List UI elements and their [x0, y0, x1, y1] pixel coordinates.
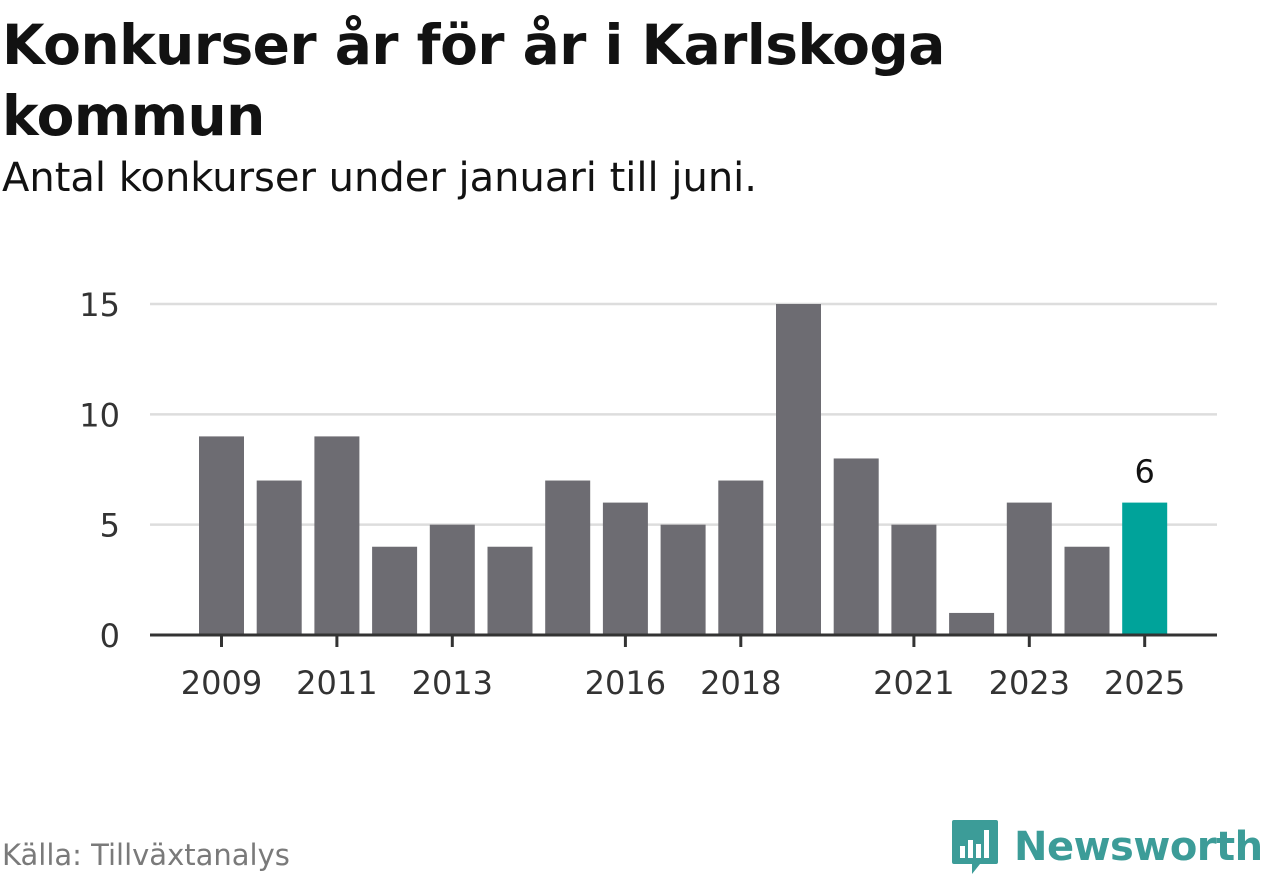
data-label: 6 — [1135, 453, 1155, 491]
x-tick-label: 2013 — [412, 664, 493, 702]
bar — [199, 436, 244, 635]
bar — [660, 524, 706, 635]
x-tick-label: 2023 — [989, 664, 1070, 702]
brand-name: Newsworthy — [1014, 824, 1262, 870]
bar — [949, 612, 995, 635]
bar — [718, 480, 764, 635]
x-tick-label: 2016 — [585, 664, 666, 702]
y-tick-label: 15 — [79, 286, 120, 324]
bar — [833, 458, 879, 635]
bar — [1006, 502, 1052, 635]
bar — [314, 436, 360, 635]
chart-subtitle: Antal konkurser under januari till juni. — [2, 155, 757, 201]
x-tick-label: 2025 — [1104, 664, 1185, 702]
bar — [429, 524, 475, 635]
brand-logo: Newsworthy — [950, 818, 1262, 876]
x-tick-label: 2018 — [700, 664, 781, 702]
bar — [1064, 546, 1110, 635]
y-tick-label: 5 — [100, 507, 120, 545]
bar — [487, 546, 533, 635]
chart-title: Konkurser år för år i Karlskoga kommun — [2, 13, 945, 148]
bar — [256, 480, 302, 635]
y-tick-label: 10 — [79, 396, 120, 434]
bar — [545, 480, 591, 635]
bar — [372, 546, 418, 635]
x-tick-label: 2021 — [873, 664, 954, 702]
bar — [1122, 502, 1168, 635]
bar — [891, 524, 937, 635]
x-tick-label: 2009 — [181, 664, 262, 702]
bar — [602, 502, 648, 635]
bar-chart-speech-bubble-icon — [952, 820, 998, 874]
source-note: Källa: Tillväxtanalys — [2, 838, 290, 872]
bar — [776, 304, 821, 635]
y-tick-label: 0 — [100, 617, 120, 655]
x-tick-label: 2011 — [296, 664, 377, 702]
